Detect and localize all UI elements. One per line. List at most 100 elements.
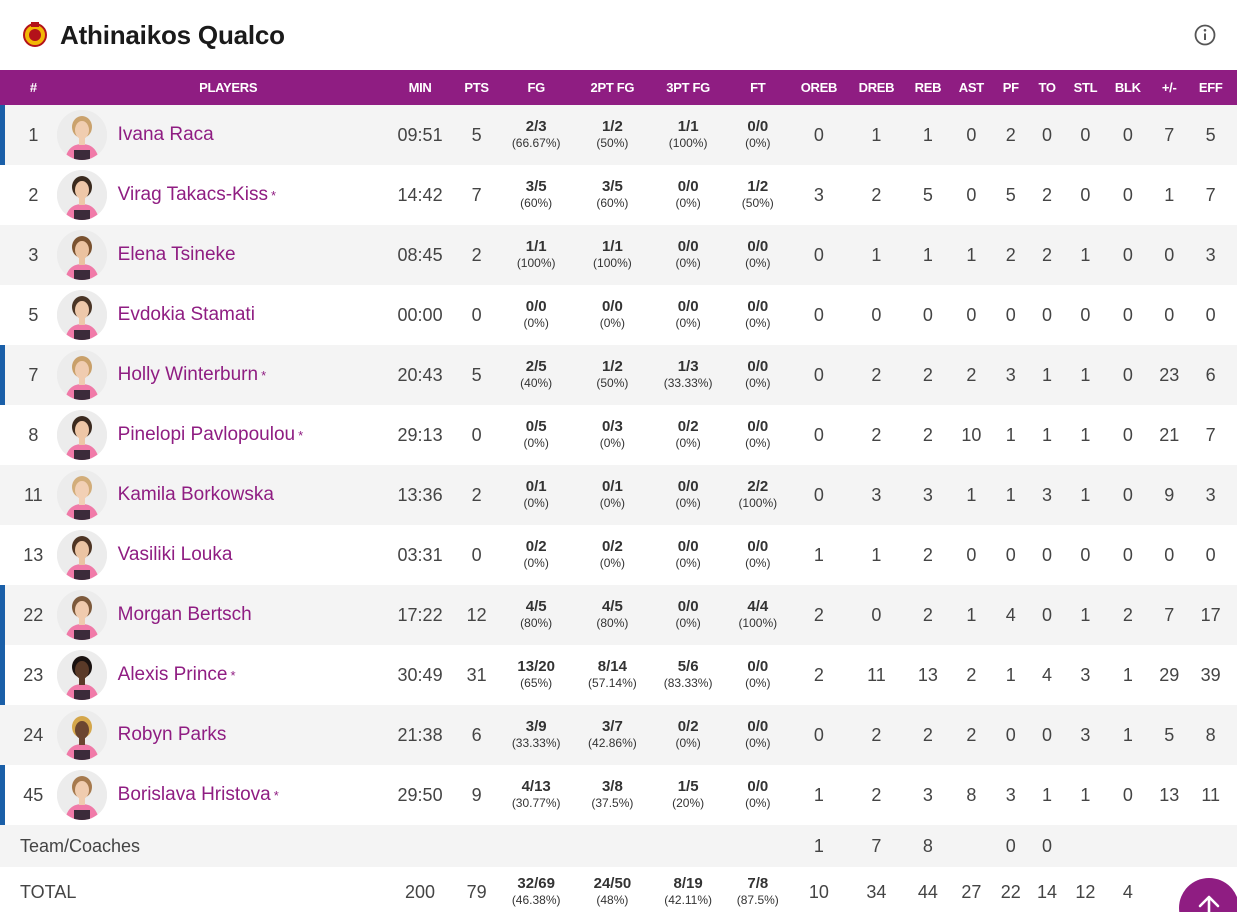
player-name-link[interactable]: Elena Tsineke — [117, 244, 236, 265]
fg-pct: (30.77%) — [511, 796, 561, 810]
ft-made: 0/0 — [747, 658, 769, 675]
column-header-stl[interactable]: STL — [1073, 80, 1098, 95]
player-name-link[interactable]: Kamila Borkowska — [117, 484, 274, 505]
player-row[interactable]: 13 Vasiliki Louka 03:31 0 0/2 (0%) 0/2 (0%) 0/0(… — [0, 525, 1237, 585]
info-icon[interactable] — [1193, 23, 1217, 47]
jersey-number: 23 — [23, 664, 44, 685]
column-header-reb[interactable]: REB — [914, 80, 942, 95]
oreb-cell: 0 — [813, 724, 824, 745]
two-pt-cell: 8/14 (57.14%) — [569, 645, 655, 705]
player-name-link[interactable]: Ivana Raca — [117, 124, 214, 145]
column-header-2pt-fg[interactable]: 2PT FG — [590, 80, 635, 95]
column-header-3pt-fg[interactable]: 3PT FG — [666, 80, 710, 95]
eff-cell: 11 — [1201, 784, 1221, 805]
column-header-pf[interactable]: PF — [1002, 80, 1019, 95]
jersey-number: 7 — [28, 364, 39, 385]
player-row[interactable]: 23 Alexis Prince * 30:49 31 13/20 (65%) 8/14 (57… — [0, 645, 1237, 705]
ft-pct: (0%) — [745, 676, 771, 690]
column-header-to[interactable]: TO — [1038, 80, 1056, 95]
pf-cell: 4 — [1005, 604, 1016, 625]
oreb-cell: 1 — [813, 784, 824, 805]
ft-pct: (50%) — [741, 196, 774, 210]
column-header-fg[interactable]: FG — [527, 80, 545, 95]
player-row[interactable]: 3 Elena Tsineke 08:45 2 1/1 (100%) 1/1 (100%) 0/… — [0, 225, 1237, 285]
total-ft-made: 7/8 — [747, 875, 769, 892]
column-header-players[interactable]: PLAYERS — [199, 80, 258, 95]
player-name-link[interactable]: Borislava Hristova — [117, 784, 271, 805]
player-name-link[interactable]: Vasiliki Louka — [117, 544, 233, 565]
jersey-number: 13 — [23, 544, 44, 565]
player-row[interactable]: 2 Virag Takacs-Kiss * 14:42 7 3/5 (60%) 3/5 (60%… — [0, 165, 1237, 225]
min-cell: 14:42 — [397, 184, 443, 205]
team-crest-icon — [23, 22, 47, 47]
column-header-min[interactable]: MIN — [408, 80, 432, 95]
total-min: 200 — [405, 881, 436, 902]
column-header-ast[interactable]: AST — [958, 80, 984, 95]
fg-pct: (80%) — [520, 616, 553, 630]
player-row[interactable]: 11 Kamila Borkowska 13:36 2 0/1 (0%) 0/1 (0%) 0/… — [0, 465, 1237, 525]
total-ft: 7/8 (87.5%) — [721, 867, 795, 912]
pts-cell: 2 — [471, 244, 482, 265]
player-name-link[interactable]: Holly Winterburn — [117, 364, 259, 385]
player-row[interactable]: 24 Robyn Parks 21:38 6 3/9 (33.33%) 3/7 (42.86%… — [0, 705, 1237, 765]
blk-cell: 0 — [1122, 364, 1133, 385]
two-pt-pct: (37.5%) — [591, 796, 634, 810]
fg-pct: (65%) — [520, 676, 553, 690]
player-row[interactable]: 7 Holly Winterburn * 20:43 5 2/5 (40%) 1/2 (50%)… — [0, 345, 1237, 405]
player-name-link[interactable]: Virag Takacs-Kiss — [117, 184, 268, 205]
min-cell: 29:50 — [397, 784, 443, 805]
blk-cell: 0 — [1122, 424, 1133, 445]
three-pt-made: 0/2 — [677, 718, 699, 735]
two-pt-pct: (50%) — [596, 376, 629, 390]
column-header-eff[interactable]: EFF — [1198, 80, 1223, 95]
oreb-cell: 1 — [813, 544, 824, 565]
column-header-blk[interactable]: BLK — [1114, 80, 1141, 95]
player-row[interactable]: 5 Evdokia Stamati 00:00 0 0/0 (0%) 0/0 (0%) 0/0(… — [0, 285, 1237, 345]
reb-cell: 0 — [922, 304, 933, 325]
player-row[interactable]: 45 Borislava Hristova * 29:50 9 4/13 (30.77%) 3… — [0, 765, 1237, 825]
two-pt-pct: (0%) — [599, 436, 626, 450]
player-name-link[interactable]: Evdokia Stamati — [117, 304, 255, 325]
ft-pct: (100%) — [738, 496, 778, 510]
player-name-link[interactable]: Robyn Parks — [117, 724, 227, 745]
two-pt-cell: 1/2 (50%) — [569, 345, 655, 405]
player-name-link[interactable]: Alexis Prince — [117, 664, 228, 685]
pf-cell: 3 — [1005, 364, 1016, 385]
pts-cell: 2 — [471, 484, 482, 505]
blk-cell: 0 — [1122, 184, 1133, 205]
column-header-oreb[interactable]: OREB — [800, 80, 838, 95]
total-2pt-pct: (48%) — [596, 893, 629, 907]
three-pt-cell: 1/3 (33.33%) — [655, 345, 721, 405]
column-header-ft[interactable]: FT — [750, 80, 766, 95]
player-avatar — [56, 230, 107, 280]
column-header-number[interactable]: # — [29, 80, 37, 95]
player-name-link[interactable]: Pinelopi Pavlopoulou — [117, 424, 296, 445]
pf-cell: 1 — [1005, 424, 1016, 445]
player-avatar — [56, 350, 107, 400]
player-row[interactable]: 22 Morgan Bertsch 17:22 12 4/5 (80%) 4/5 (80%) 0… — [0, 585, 1237, 645]
player-row[interactable]: 8 Pinelopi Pavlopoulou * 29:13 0 0/5 (0%) 0/3 (0… — [0, 405, 1237, 465]
column-header-pts[interactable]: PTS — [464, 80, 489, 95]
column-header-plus-minus[interactable]: +/- — [1161, 80, 1177, 95]
oreb-cell: 2 — [813, 604, 824, 625]
two-pt-made: 3/8 — [601, 778, 623, 795]
star-marker: * — [270, 187, 277, 203]
pf-cell: 2 — [1005, 124, 1016, 145]
two-pt-cell: 0/0 (0%) — [569, 285, 655, 345]
stl-cell: 1 — [1080, 364, 1091, 385]
team-pf: 0 — [1005, 835, 1016, 856]
total-oreb: 10 — [808, 881, 829, 902]
ft-cell: 1/2 (50%) — [721, 165, 795, 225]
two-pt-pct: (60%) — [596, 196, 629, 210]
pts-cell: 31 — [466, 664, 487, 685]
oreb-cell: 0 — [813, 124, 824, 145]
blk-cell: 0 — [1122, 124, 1133, 145]
player-name-link[interactable]: Morgan Bertsch — [117, 604, 252, 625]
ft-cell: 0/0 (0%) — [721, 285, 795, 345]
column-header-dreb[interactable]: DREB — [858, 80, 895, 95]
total-3pt: 8/19 (42.11%) — [655, 867, 721, 912]
player-row[interactable]: 1 Ivana Raca 09:51 5 2/3 (66.67%) 1/2 (50%) 1/1(… — [0, 105, 1237, 165]
total-3pt-made: 8/19 — [673, 875, 703, 892]
starter-indicator — [0, 105, 5, 165]
two-pt-cell: 0/3 (0%) — [569, 405, 655, 465]
